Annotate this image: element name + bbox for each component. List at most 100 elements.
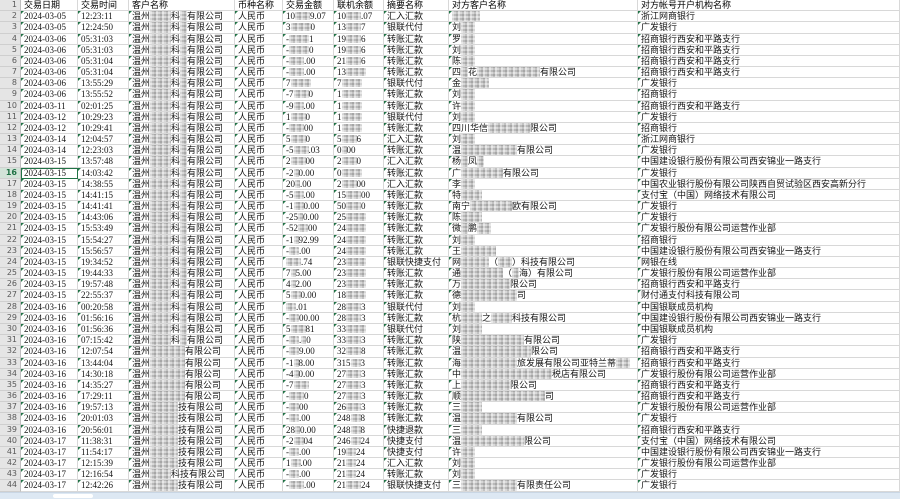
cell-bank[interactable]: 广发银行	[638, 469, 900, 481]
cell-currency[interactable]: 人民币	[235, 256, 283, 269]
cell-summary[interactable]: 汇入汇款	[384, 11, 449, 23]
row-header[interactable]: 6	[0, 55, 21, 68]
column-header-summary[interactable]: 摘要名称	[384, 0, 449, 12]
cell-currency[interactable]: 人民币	[235, 413, 283, 425]
cell-bank[interactable]: 招商银行西安和平路支行	[638, 346, 900, 358]
row-header[interactable]: 16	[0, 167, 21, 179]
cell-time[interactable]: 05:31:04	[78, 55, 129, 68]
cell-time[interactable]: 01:56:36	[78, 323, 129, 336]
cell-time[interactable]: 14:43:06	[78, 212, 129, 224]
cell-customer[interactable]: 温州科有限公司	[129, 323, 235, 336]
cell-amount[interactable]: -2 04	[283, 435, 334, 447]
cell-time[interactable]: 11:54:17	[78, 446, 129, 459]
cell-balance[interactable]: 315 3	[334, 357, 384, 369]
cell-date[interactable]: 2024-03-16	[21, 391, 78, 403]
cell-amount[interactable]: 5 0.00	[283, 290, 334, 302]
cell-amount[interactable]: -2 0.00	[283, 167, 334, 179]
cell-summary[interactable]: 转账汇款	[384, 234, 449, 246]
cell-summary[interactable]: 转账汇款	[384, 312, 449, 324]
row-header[interactable]: 33	[0, 357, 21, 369]
cell-counterparty[interactable]: 网（）科技有限公司	[449, 256, 638, 269]
cell-customer[interactable]: 温州科有限公司	[129, 134, 235, 146]
cell-date[interactable]: 2024-03-17	[21, 458, 78, 470]
cell-bank[interactable]: 招商银行	[638, 122, 900, 135]
cell-bank[interactable]: 招商银行	[638, 89, 900, 101]
cell-customer[interactable]: 温州科有限公司	[129, 33, 235, 45]
cell-amount[interactable]: 1.00	[283, 458, 334, 470]
column-header-customer[interactable]: 客户名称	[129, 0, 235, 12]
cell-amount[interactable]: -.0	[283, 335, 334, 347]
cell-summary[interactable]: 汇入汇款	[384, 134, 449, 146]
cell-summary[interactable]: 转账汇款	[384, 223, 449, 235]
cell-bank[interactable]: 广发银行	[638, 111, 900, 123]
cell-summary[interactable]: 转账汇款	[384, 89, 449, 101]
cell-currency[interactable]: 人民币	[235, 167, 283, 179]
cell-balance[interactable]: 246 24	[334, 435, 384, 447]
cell-customer[interactable]: 温州科有限公司	[129, 156, 235, 168]
cell-currency[interactable]: 人民币	[235, 290, 283, 302]
cell-bank[interactable]: 招商银行西安和平路支行	[638, 44, 900, 56]
cell-bank[interactable]: 广发银行股份有限公司运营作业部	[638, 223, 900, 235]
cell-bank[interactable]: 网银在线	[638, 256, 900, 269]
cell-customer[interactable]: 温州科有限公司	[129, 78, 235, 90]
cell-amount[interactable]: -1	[283, 33, 334, 45]
cell-summary[interactable]: 银联快捷支付	[384, 256, 449, 269]
cell-amount[interactable]: -25 0.00	[283, 212, 334, 224]
cell-date[interactable]: 2024-03-15	[21, 156, 78, 168]
cell-counterparty[interactable]: 三	[449, 402, 638, 414]
row-header[interactable]: 11	[0, 111, 21, 123]
cell-date[interactable]: 2024-03-05	[21, 22, 78, 34]
cell-currency[interactable]: 人民币	[235, 357, 283, 369]
cell-summary[interactable]: 转账汇款	[384, 379, 449, 392]
cell-time[interactable]: 15:54:27	[78, 234, 129, 246]
cell-amount[interactable]: -7	[283, 379, 334, 392]
cell-date[interactable]: 2024-03-16	[21, 402, 78, 414]
cell-customer[interactable]: 温州 有限公司	[129, 368, 235, 380]
cell-bank[interactable]: 广发银行股份有限公司运营作业部	[638, 368, 900, 380]
cell-time[interactable]: 12:15:39	[78, 458, 129, 470]
cell-customer[interactable]: 温州科有限公司	[129, 279, 235, 291]
cell-counterparty[interactable]: 李	[449, 178, 638, 190]
cell-amount[interactable]: - .00	[283, 446, 334, 459]
cell-bank[interactable]: 广发银行股份有限公司运营作业部	[638, 458, 900, 470]
cell-bank[interactable]: 支付宝（中国）网络技术有限公司	[638, 189, 900, 202]
cell-counterparty[interactable]: 上限公司	[449, 379, 638, 392]
cell-bank[interactable]: 中国银联成员机构	[638, 323, 900, 336]
cell-summary[interactable]: 快捷支付	[384, 435, 449, 447]
cell-date[interactable]: 2024-03-17	[21, 446, 78, 459]
row-header[interactable]: 30	[0, 323, 21, 336]
cell-currency[interactable]: 人民币	[235, 469, 283, 481]
cell-bank[interactable]: 广发银行	[638, 212, 900, 224]
cell-time[interactable]: 20:01:03	[78, 413, 129, 425]
cell-summary[interactable]: 转账汇款	[384, 122, 449, 135]
cell-summary[interactable]: 转账汇款	[384, 279, 449, 291]
cell-time[interactable]: 14:38:55	[78, 178, 129, 190]
cell-bank[interactable]: 招商银行西安和平路支行	[638, 424, 900, 436]
row-header[interactable]: 40	[0, 435, 21, 447]
row-header[interactable]: 25	[0, 268, 21, 280]
column-header-currency[interactable]: 币种名称	[235, 0, 283, 12]
cell-counterparty[interactable]: 刘	[449, 111, 638, 123]
cell-counterparty[interactable]: 南宁 欧有限公司	[449, 201, 638, 213]
row-header[interactable]: 36	[0, 391, 21, 403]
cell-date[interactable]: 2024-03-17	[21, 480, 78, 492]
cell-date[interactable]: 2024-03-16	[21, 424, 78, 436]
cell-bank[interactable]: 广发银行	[638, 201, 900, 213]
cell-counterparty[interactable]: 杭之科技有限公司	[449, 312, 638, 324]
cell-bank[interactable]: 广发银行	[638, 167, 900, 179]
cell-balance[interactable]: 21 24	[334, 480, 384, 492]
cell-counterparty[interactable]: 微鹏	[449, 223, 638, 235]
cell-currency[interactable]: 人民币	[235, 189, 283, 202]
cell-customer[interactable]: 温州科有限公司	[129, 268, 235, 280]
row-header[interactable]: 4	[0, 33, 21, 45]
row-header[interactable]: 14	[0, 145, 21, 157]
cell-summary[interactable]: 转账汇款	[384, 55, 449, 68]
cell-counterparty[interactable]: 刘	[449, 323, 638, 336]
cell-balance[interactable]: 21 24	[334, 458, 384, 470]
column-header-balance[interactable]: 联机余额	[334, 0, 384, 12]
cell-counterparty[interactable]: 杨凤	[449, 156, 638, 168]
cell-currency[interactable]: 人民币	[235, 122, 283, 135]
cell-date[interactable]: 2024-03-15	[21, 178, 78, 190]
cell-counterparty[interactable]: 四川华信 限公司	[449, 122, 638, 135]
